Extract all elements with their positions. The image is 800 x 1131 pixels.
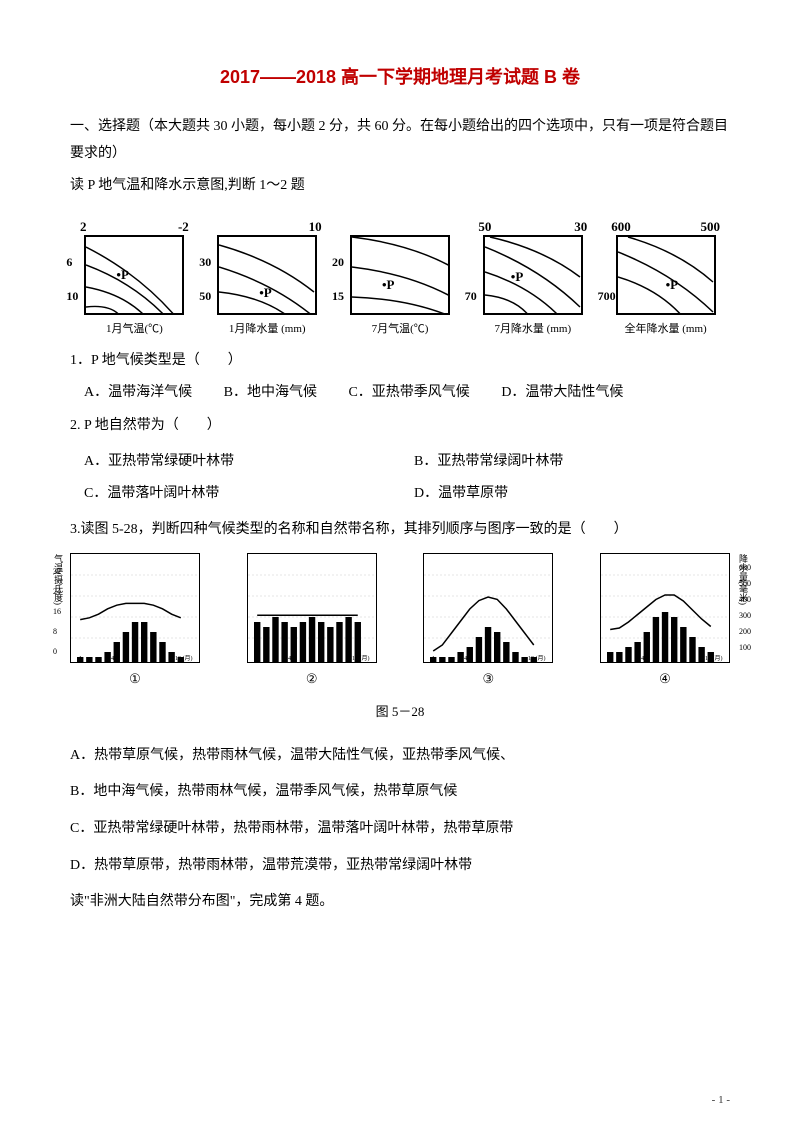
- climate-chart: 14710 (月)③: [423, 553, 553, 692]
- svg-text:1: 1: [79, 656, 82, 662]
- contour-box: 103050•P1月降水量 (mm): [203, 215, 332, 340]
- q2-options: A．亚热带常绿硬叶林带 B．亚热带常绿阔叶林带 C．温带落叶阔叶林带 D．温带草…: [70, 446, 730, 511]
- q1-opt-b: B．地中海气候: [224, 385, 317, 400]
- svg-text:4: 4: [111, 656, 114, 662]
- contour-box: 600500700•P全年降水量 (mm): [601, 215, 730, 340]
- q4-intro: 读"非洲大陆自然带分布图"，完成第 4 题。: [70, 889, 730, 916]
- section-intro: 一、选择题（本大题共 30 小题，每小题 2 分，共 60 分。在每小题给出的四…: [70, 114, 730, 167]
- q2-opt-d: D．温带草原带: [400, 481, 730, 508]
- page-number: - 1 -: [712, 1090, 730, 1111]
- q1-opt-a: A．温带海洋气候: [84, 385, 192, 400]
- contour-box: 503070•P7月降水量 (mm): [468, 215, 597, 340]
- svg-text:4: 4: [641, 656, 644, 662]
- contour-box: 2015•P7月气温(℃): [336, 215, 465, 340]
- question-2: 2. P 地自然带为（ ）: [70, 413, 730, 440]
- q2-opt-b: B．亚热带常绿阔叶林带: [400, 449, 730, 476]
- svg-text:10 (月): 10 (月): [528, 655, 546, 662]
- contour-box: 2-2610•P1月气温(℃): [70, 215, 199, 340]
- q3-opt-c: C．亚热带常绿硬叶林带，热带雨林带，温带落叶阔叶林带，热带草原带: [70, 816, 730, 843]
- q3-opt-a: A．热带草原气候，热带雨林气候，温带大陆性气候，亚热带季风气候、: [70, 743, 730, 770]
- svg-text:7: 7: [320, 656, 323, 662]
- question-3: 3.读图 5-28，判断四种气候类型的名称和自然带名称，其排列顺序与图序一致的是…: [70, 517, 730, 544]
- svg-text:1: 1: [432, 656, 435, 662]
- question-1: 1．P 地气候类型是（ ）: [70, 348, 730, 375]
- climate-chart: 14710 (月)降水量(毫米)600500400300200100④: [600, 553, 730, 692]
- q3-opt-d: D．热带草原带，热带雨林带，温带荒漠带，亚热带常绿阔叶林带: [70, 853, 730, 880]
- climate-chart: 14710 (月)气温(摄氏度)32241680①: [70, 553, 200, 692]
- svg-text:4: 4: [288, 656, 291, 662]
- svg-text:10 (月): 10 (月): [352, 655, 370, 662]
- q2-opt-a: A．亚热带常绿硬叶林带: [70, 449, 400, 476]
- figure-caption: 图 5－28: [70, 700, 730, 725]
- contour-diagrams: 2-2610•P1月气温(℃)103050•P1月降水量 (mm)2015•P7…: [70, 215, 730, 340]
- svg-text:10 (月): 10 (月): [705, 655, 723, 662]
- q2-opt-c: C．温带落叶阔叶林带: [70, 481, 400, 508]
- page-title: 2017——2018 高一下学期地理月考试题 B 卷: [70, 60, 730, 94]
- svg-text:10 (月): 10 (月): [175, 655, 193, 662]
- q1-opt-c: C．亚热带季风气候: [348, 385, 469, 400]
- reading-prompt: 读 P 地气温和降水示意图,判断 1～2 题: [70, 173, 730, 200]
- q1-options: A．温带海洋气候 B．地中海气候 C．亚热带季风气候 D．温带大陆性气候: [70, 380, 730, 407]
- climate-charts: 14710 (月)气温(摄氏度)32241680①14710 (月)②14710…: [70, 553, 730, 692]
- q3-opt-b: B．地中海气候，热带雨林气候，温带季风气候，热带草原气候: [70, 779, 730, 806]
- svg-text:7: 7: [143, 656, 146, 662]
- svg-text:4: 4: [464, 656, 467, 662]
- q1-opt-d: D．温带大陆性气候: [501, 385, 623, 400]
- climate-chart: 14710 (月)②: [247, 553, 377, 692]
- svg-text:7: 7: [496, 656, 499, 662]
- svg-text:1: 1: [256, 656, 259, 662]
- svg-text:1: 1: [609, 656, 612, 662]
- svg-text:7: 7: [673, 656, 676, 662]
